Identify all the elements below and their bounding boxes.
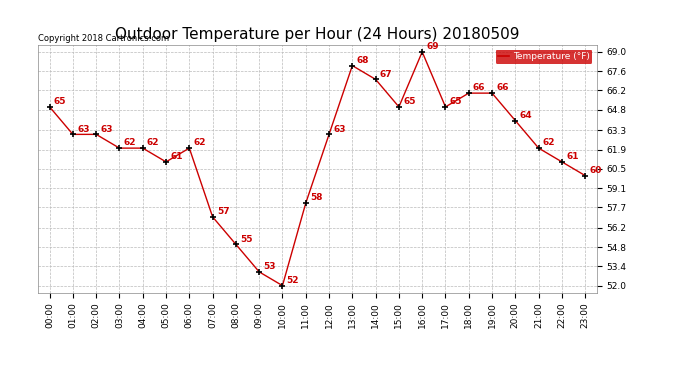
- Text: 53: 53: [264, 262, 276, 271]
- Text: 61: 61: [170, 152, 183, 161]
- Text: 66: 66: [496, 83, 509, 92]
- Text: 58: 58: [310, 194, 322, 202]
- Text: 55: 55: [240, 235, 253, 244]
- Text: 65: 65: [450, 97, 462, 106]
- Text: 62: 62: [124, 138, 136, 147]
- Text: 60: 60: [589, 166, 602, 175]
- Text: 62: 62: [147, 138, 159, 147]
- Text: 57: 57: [217, 207, 229, 216]
- Text: 63: 63: [100, 124, 113, 134]
- Text: 61: 61: [566, 152, 579, 161]
- Text: 67: 67: [380, 70, 393, 79]
- Text: 68: 68: [357, 56, 369, 65]
- Text: 64: 64: [520, 111, 532, 120]
- Text: 63: 63: [333, 124, 346, 134]
- Text: 65: 65: [403, 97, 415, 106]
- Title: Outdoor Temperature per Hour (24 Hours) 20180509: Outdoor Temperature per Hour (24 Hours) …: [115, 27, 520, 42]
- Text: 66: 66: [473, 83, 486, 92]
- Text: 63: 63: [77, 124, 90, 134]
- Text: 62: 62: [543, 138, 555, 147]
- Text: 65: 65: [54, 97, 66, 106]
- Text: Copyright 2018 Cartronics.com: Copyright 2018 Cartronics.com: [38, 34, 169, 43]
- Text: 69: 69: [426, 42, 439, 51]
- Text: 52: 52: [286, 276, 299, 285]
- Legend: Temperature (°F): Temperature (°F): [495, 50, 592, 64]
- Text: 62: 62: [193, 138, 206, 147]
